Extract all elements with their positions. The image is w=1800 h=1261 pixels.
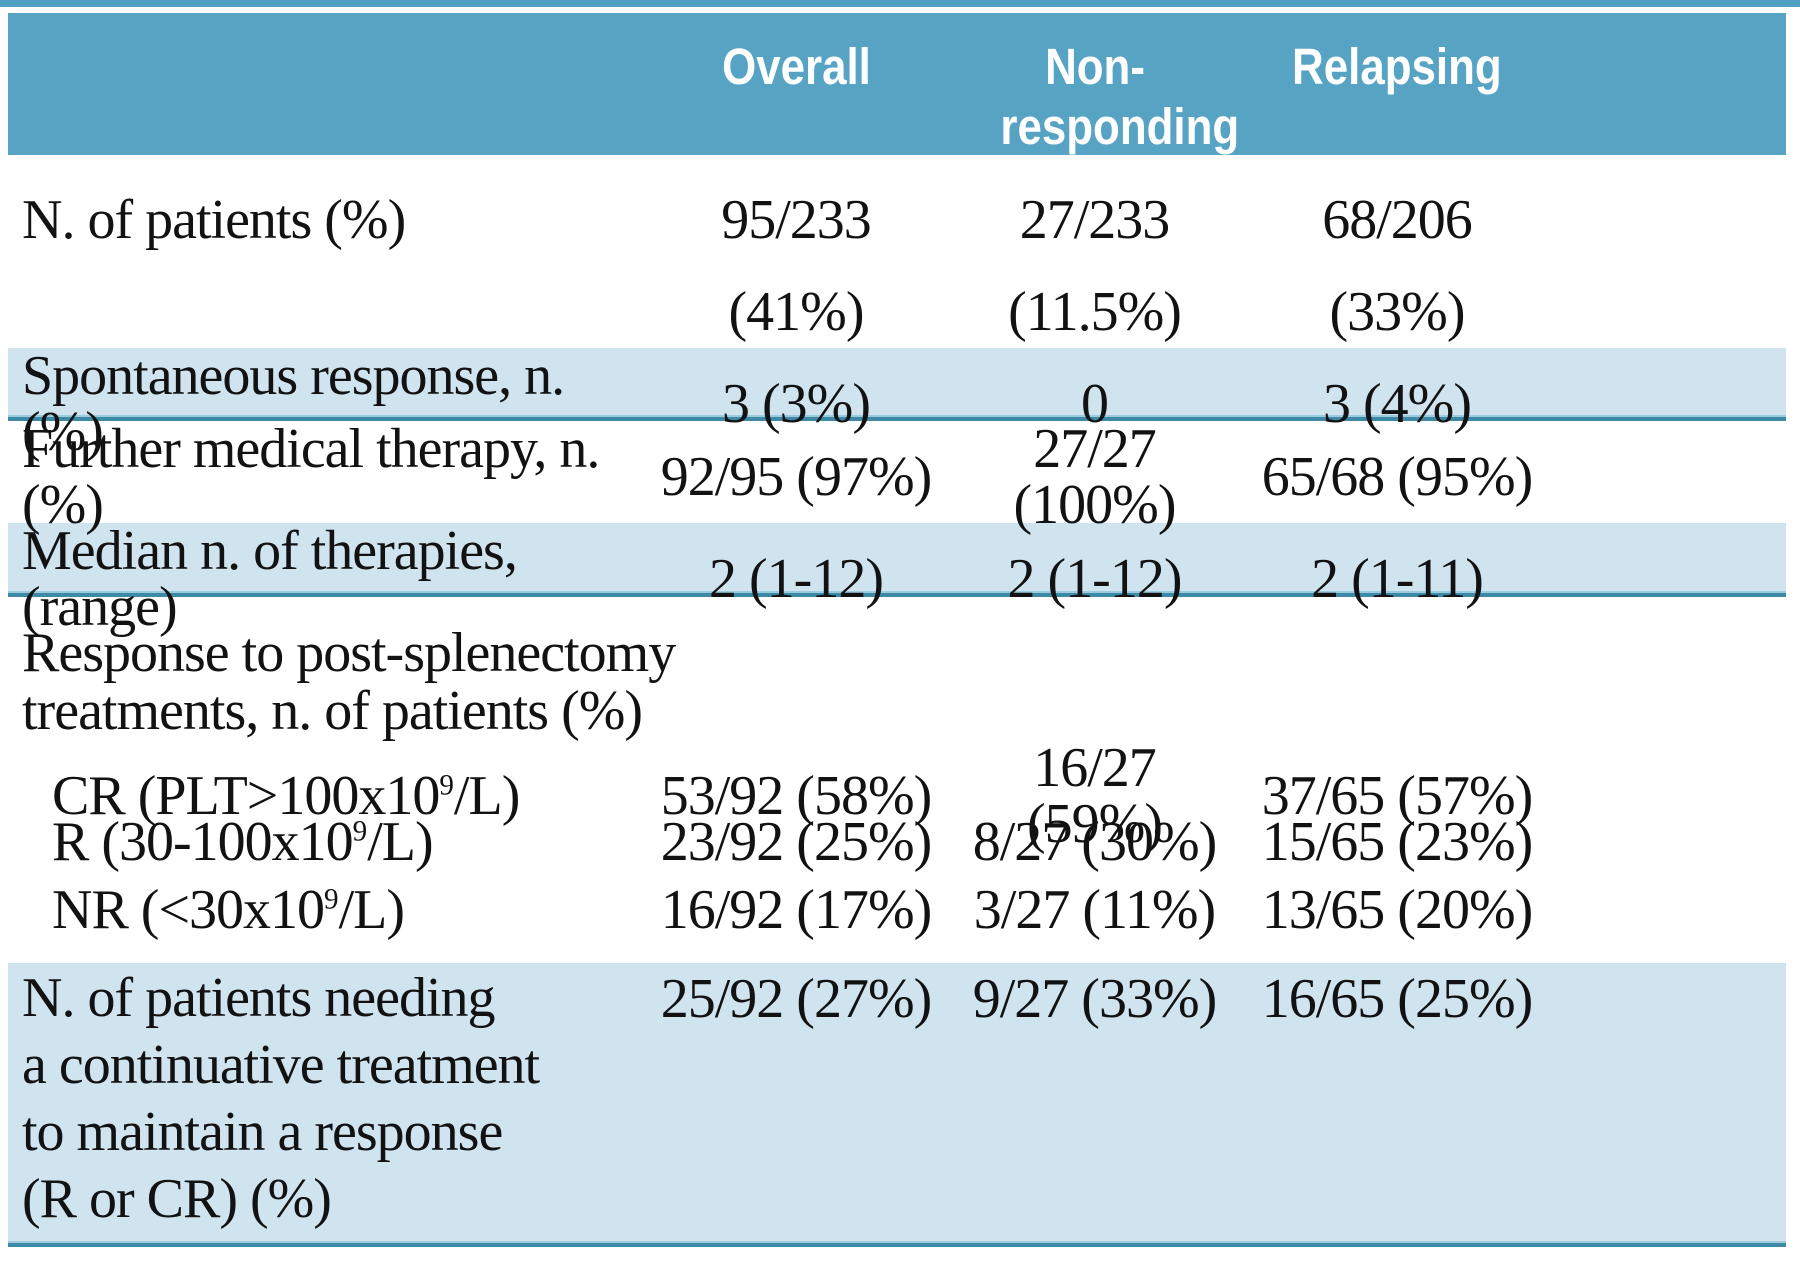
cell-value-line: (41%) — [728, 281, 865, 343]
label-suffix: /L) — [367, 811, 433, 873]
row-label: Spontaneous response, n. (%) — [8, 348, 620, 460]
cell-spacer — [1577, 876, 1786, 944]
row-label: N. of patients (%) — [8, 155, 620, 358]
table-row-cr: CR (PLT>100x109/L) 53/92 (58%) 16/27 (59… — [8, 740, 1786, 852]
row-label: Median n. of therapies, (range) — [8, 523, 620, 635]
cell-overall: 3 (3%) — [722, 373, 871, 435]
table-row-n-of-patients: N. of patients (%) 95/233 (41%) 27/233 (… — [8, 155, 1786, 348]
cell-overall: 23/92 (25%) — [660, 811, 933, 873]
cell-spacer — [1577, 421, 1786, 533]
row-label-line: (R or CR) (%) — [22, 1168, 332, 1230]
cell-overall: 95/233 (41%) — [620, 155, 972, 358]
row-label: NR (<30x109/L) — [8, 876, 620, 944]
table-row-continuative-treatment: N. of patients needing a continuative tr… — [8, 963, 1786, 1247]
cell-relapsing: 2 (1-11) — [1311, 548, 1484, 610]
label-prefix: R (30-100x10 — [52, 811, 354, 873]
column-header-relapsing-label: Relapsing — [1292, 38, 1502, 95]
table-section-response-post-splenectomy: Response to post-splenectomy treatments,… — [8, 597, 1786, 963]
cell-spacer — [1577, 523, 1786, 635]
cell-non-responding: 0 — [1081, 373, 1109, 435]
row-label-line: to maintain a response — [22, 1101, 503, 1163]
cell-spacer — [1577, 963, 1786, 1243]
table-top-rule — [0, 0, 1800, 7]
cell-overall: 2 (1-12) — [709, 548, 884, 610]
table-row-further-medical-therapy: Further medical therapy, n. (%) 92/95 (9… — [8, 421, 1786, 533]
row-label: CR (PLT>100x109/L) — [8, 740, 620, 852]
row-label-text: N. of patients (%) — [22, 189, 406, 251]
section-label-line: treatments, n. of patients (%) — [22, 680, 643, 742]
column-header-empty — [8, 13, 620, 157]
label-superscript: 9 — [352, 815, 368, 848]
cell-non-responding: 2 (1-12) — [1007, 548, 1183, 610]
cell-relapsing: 3 (4%) — [1323, 373, 1472, 435]
column-header-overall-label: Overall — [721, 38, 871, 95]
row-label-text: Further medical therapy, n. (%) — [22, 418, 600, 536]
table-row-median-therapies: Median n. of therapies, (range) 2 (1-12)… — [8, 523, 1786, 635]
splenectomy-outcomes-table: Overall Non-responding Relapsing N. of p… — [8, 13, 1786, 1247]
cell-non-responding: 8/27 (30%) — [972, 811, 1218, 873]
row-label-text: CR (PLT>100x109/L) — [52, 765, 520, 827]
row-label-text: R (30-100x109/L) — [52, 811, 434, 873]
column-header-non-responding: Non-responding — [972, 13, 1239, 157]
cell-overall: 92/95 (97%) — [660, 446, 933, 508]
cell-relapsing: 13/65 (20%) — [1261, 879, 1534, 941]
row-label: Further medical therapy, n. (%) — [8, 421, 620, 533]
row-label-text: Median n. of therapies, (range) — [22, 520, 518, 638]
row-label-line: a continuative treatment — [22, 1034, 540, 1096]
label-prefix: CR (PLT>100x10 — [52, 765, 440, 827]
table-row-nr: NR (<30x109/L) 16/92 (17%) 3/27 (11%) 13… — [8, 876, 1786, 944]
label-superscript: 9 — [324, 883, 339, 916]
cell-overall: 16/92 (17%) — [660, 879, 933, 941]
cell-non-responding: 27/233 (11.5%) — [972, 155, 1217, 358]
cell-value-line: 95/233 — [721, 189, 872, 251]
column-header-spacer — [1577, 13, 1786, 157]
label-prefix: NR (<30x10 — [52, 879, 325, 941]
cell-non-responding: 27/27 (100%) — [1013, 418, 1177, 536]
label-suffix: /L) — [453, 765, 520, 827]
cell-overall: 53/92 (58%) — [660, 765, 933, 827]
cell-relapsing: 37/65 (57%) — [1261, 765, 1534, 827]
row-label: N. of patients needing a continuative tr… — [8, 963, 620, 1243]
table-row-r: R (30-100x109/L) 23/92 (25%) 8/27 (30%) … — [8, 808, 1786, 876]
cell-non-responding: 9/27 (33%) — [972, 968, 1218, 1030]
cell-value-line: (33%) — [1329, 281, 1466, 343]
cell-relapsing: 15/65 (23%) — [1261, 811, 1534, 873]
cell-overall: 25/92 (27%) — [660, 968, 933, 1030]
cell-value-line: (11.5%) — [1008, 281, 1182, 343]
cell-relapsing: 68/206 (33%) — [1217, 155, 1577, 358]
table-row-spontaneous-response: Spontaneous response, n. (%) 3 (3%) 0 3 … — [8, 348, 1786, 460]
label-superscript: 9 — [439, 769, 454, 802]
cell-relapsing: 65/68 (95%) — [1261, 446, 1534, 508]
table-header-row: Overall Non-responding Relapsing — [8, 13, 1786, 155]
row-label: R (30-100x109/L) — [8, 808, 620, 876]
cell-spacer — [1577, 155, 1786, 358]
column-header-non-responding-label: Non-responding — [999, 38, 1239, 155]
cell-value-line: 68/206 — [1322, 189, 1473, 251]
row-label-text: NR (<30x109/L) — [52, 879, 405, 941]
cell-value-line: 27/233 — [1019, 189, 1171, 251]
column-header-relapsing: Relapsing — [1217, 13, 1577, 157]
label-suffix: /L) — [338, 879, 405, 941]
cell-non-responding: 16/27 (59%) — [1027, 737, 1163, 855]
section-label: Response to post-splenectomy treatments,… — [8, 597, 1786, 740]
row-label-line: N. of patients needing — [22, 967, 496, 1029]
column-header-overall: Overall — [620, 13, 972, 157]
section-label-line: Response to post-splenectomy — [22, 622, 676, 684]
cell-relapsing: 16/65 (25%) — [1261, 968, 1534, 1030]
cell-non-responding: 3/27 (11%) — [973, 879, 1216, 941]
cell-spacer — [1577, 808, 1786, 876]
row-label-text: Spontaneous response, n. (%) — [22, 345, 565, 463]
